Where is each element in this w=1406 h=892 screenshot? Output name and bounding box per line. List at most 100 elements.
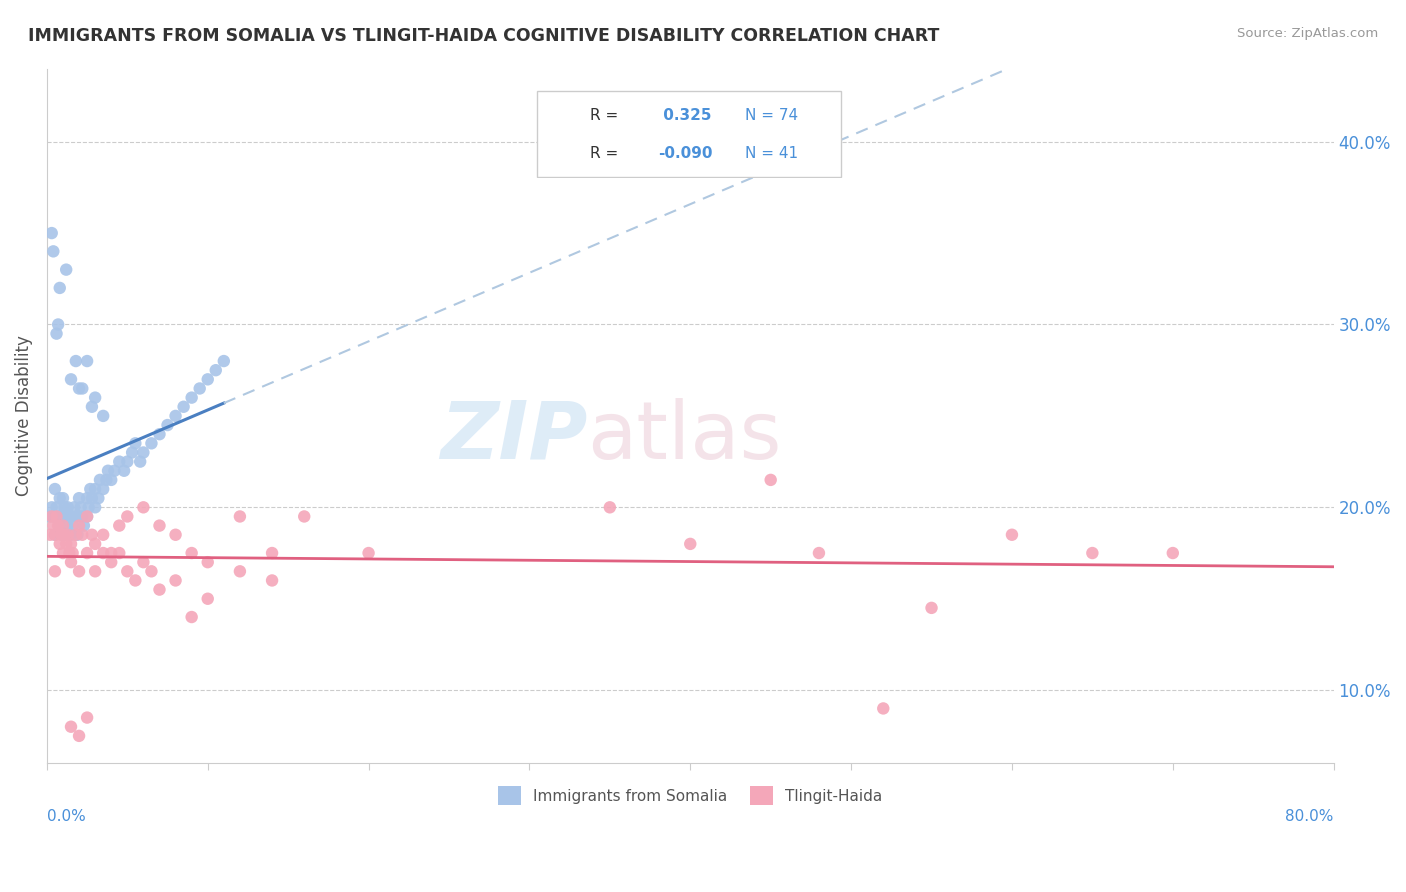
Point bbox=[148, 582, 170, 597]
Legend: Immigrants from Somalia, Tlingit-Haida: Immigrants from Somalia, Tlingit-Haida bbox=[492, 780, 889, 811]
Text: 0.0%: 0.0% bbox=[46, 809, 86, 824]
Point bbox=[67, 509, 90, 524]
Point bbox=[197, 372, 219, 386]
Point bbox=[67, 518, 90, 533]
Text: Source: ZipAtlas.com: Source: ZipAtlas.com bbox=[1237, 27, 1378, 40]
Point bbox=[148, 427, 170, 442]
Point bbox=[62, 518, 84, 533]
Point bbox=[65, 354, 87, 368]
Point bbox=[91, 527, 114, 541]
Point bbox=[69, 500, 91, 515]
Point bbox=[132, 500, 155, 515]
Point bbox=[52, 509, 75, 524]
Point bbox=[55, 509, 77, 524]
Point bbox=[197, 555, 219, 569]
Text: R =: R = bbox=[591, 146, 619, 161]
Point bbox=[108, 518, 131, 533]
Point bbox=[180, 391, 202, 405]
Point bbox=[112, 464, 135, 478]
Point bbox=[1081, 546, 1104, 560]
Point bbox=[56, 518, 79, 533]
Point bbox=[173, 400, 195, 414]
Point bbox=[53, 527, 76, 541]
Point bbox=[58, 509, 80, 524]
Point bbox=[229, 509, 252, 524]
Point bbox=[76, 546, 98, 560]
Point bbox=[53, 500, 76, 515]
Point bbox=[156, 418, 179, 433]
Point bbox=[42, 509, 65, 524]
Point bbox=[76, 491, 98, 506]
Point bbox=[72, 527, 94, 541]
Text: R =: R = bbox=[591, 109, 619, 123]
Point bbox=[679, 537, 702, 551]
Point bbox=[84, 482, 107, 496]
Point bbox=[91, 482, 114, 496]
Point bbox=[62, 546, 84, 560]
Point bbox=[42, 518, 65, 533]
Point bbox=[100, 473, 122, 487]
Point bbox=[51, 527, 73, 541]
Point bbox=[212, 354, 235, 368]
FancyBboxPatch shape bbox=[537, 91, 841, 177]
Point bbox=[60, 372, 83, 386]
Point bbox=[39, 527, 62, 541]
Point bbox=[84, 537, 107, 551]
Point bbox=[759, 473, 782, 487]
Point bbox=[599, 500, 621, 515]
Point bbox=[197, 591, 219, 606]
Point bbox=[124, 574, 146, 588]
Point bbox=[84, 500, 107, 515]
Point bbox=[80, 527, 103, 541]
Text: atlas: atlas bbox=[588, 398, 782, 475]
Point bbox=[60, 509, 83, 524]
Point bbox=[124, 436, 146, 450]
Point bbox=[55, 537, 77, 551]
Point bbox=[44, 527, 66, 541]
Point bbox=[52, 546, 75, 560]
Text: IMMIGRANTS FROM SOMALIA VS TLINGIT-HAIDA COGNITIVE DISABILITY CORRELATION CHART: IMMIGRANTS FROM SOMALIA VS TLINGIT-HAIDA… bbox=[28, 27, 939, 45]
Point bbox=[91, 409, 114, 423]
Point bbox=[60, 527, 83, 541]
Text: N = 74: N = 74 bbox=[745, 109, 797, 123]
Point bbox=[44, 564, 66, 578]
Point bbox=[67, 382, 90, 396]
Point bbox=[67, 729, 90, 743]
Point bbox=[97, 464, 120, 478]
Point bbox=[129, 455, 152, 469]
Point bbox=[91, 546, 114, 560]
Point bbox=[49, 518, 72, 533]
Point bbox=[1001, 527, 1024, 541]
Point bbox=[67, 564, 90, 578]
Point bbox=[921, 600, 943, 615]
Point bbox=[204, 363, 226, 377]
Text: N = 41: N = 41 bbox=[745, 146, 797, 161]
Point bbox=[46, 509, 69, 524]
Point bbox=[51, 509, 73, 524]
Point bbox=[121, 445, 143, 459]
Point bbox=[56, 500, 79, 515]
Point bbox=[41, 500, 63, 515]
Point bbox=[72, 509, 94, 524]
Point bbox=[80, 491, 103, 506]
Point bbox=[872, 701, 894, 715]
Point bbox=[132, 445, 155, 459]
Point bbox=[49, 491, 72, 506]
Point bbox=[45, 500, 67, 515]
Point bbox=[84, 391, 107, 405]
Point bbox=[188, 382, 211, 396]
Point bbox=[39, 509, 62, 524]
Point bbox=[262, 546, 284, 560]
Point bbox=[65, 509, 87, 524]
FancyBboxPatch shape bbox=[547, 102, 578, 130]
Point bbox=[60, 555, 83, 569]
Point bbox=[87, 491, 110, 506]
Point bbox=[65, 527, 87, 541]
Point bbox=[60, 537, 83, 551]
Point bbox=[72, 382, 94, 396]
Text: 80.0%: 80.0% bbox=[1285, 809, 1334, 824]
Point bbox=[45, 326, 67, 341]
Point bbox=[49, 281, 72, 295]
Point bbox=[108, 455, 131, 469]
Point bbox=[73, 518, 96, 533]
